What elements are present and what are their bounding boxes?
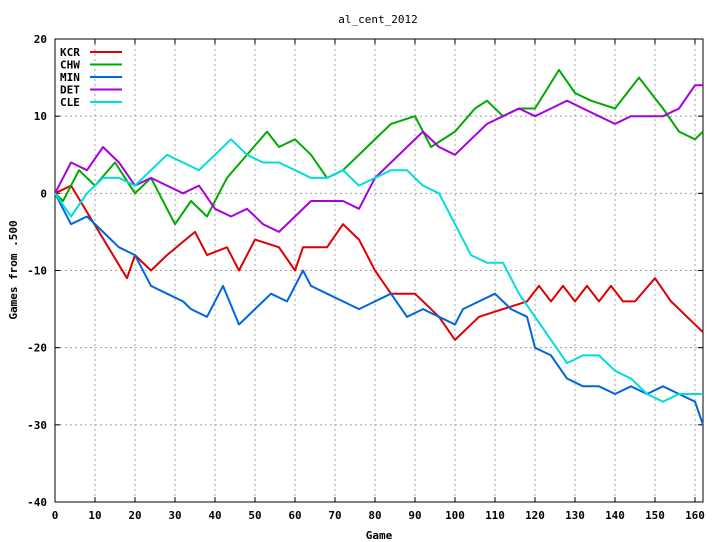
legend-label-cle: CLE xyxy=(60,96,80,109)
x-tick-label: 20 xyxy=(128,509,141,522)
x-tick-label: 10 xyxy=(88,509,101,522)
y-tick-label: 10 xyxy=(34,110,47,123)
series-line-det xyxy=(54,84,703,233)
x-tick-label: 160 xyxy=(685,509,705,522)
legend-label-det: DET xyxy=(60,84,80,97)
x-tick-label: 110 xyxy=(485,509,505,522)
x-ticks: 0 10 20 30 40 50 60 70 80 90 100 110 120 130 140 150 160 xyxy=(52,39,705,522)
y-tick-label: -40 xyxy=(27,496,47,509)
x-tick-label: 70 xyxy=(328,509,341,522)
y-ticks: 20 10 0 -10 -20 -30 -40 xyxy=(27,33,703,509)
y-tick-label: 0 xyxy=(40,187,47,200)
series-line-min xyxy=(54,192,704,426)
x-tick-label: 140 xyxy=(605,509,625,522)
x-axis-title: Game xyxy=(366,529,393,542)
x-tick-label: 30 xyxy=(168,509,181,522)
grid xyxy=(55,39,703,502)
x-tick-label: 120 xyxy=(525,509,545,522)
legend-label-kcr: KCR xyxy=(60,46,80,59)
y-axis-title: Games from .500 xyxy=(7,220,20,319)
x-tick-label: 60 xyxy=(288,509,301,522)
x-tick-label: 130 xyxy=(565,509,585,522)
y-tick-label: -30 xyxy=(27,419,47,432)
y-tick-label: -20 xyxy=(27,342,47,355)
x-tick-label: 0 xyxy=(52,509,59,522)
x-tick-label: 80 xyxy=(368,509,381,522)
series-line-chw xyxy=(54,68,704,226)
x-tick-label: 100 xyxy=(445,509,465,522)
y-tick-label: 20 xyxy=(34,33,47,46)
x-tick-label: 90 xyxy=(408,509,421,522)
series-line-kcr xyxy=(54,184,704,341)
legend-label-chw: CHW xyxy=(60,59,80,72)
x-tick-label: 150 xyxy=(645,509,665,522)
x-tick-label: 50 xyxy=(248,509,261,522)
x-tick-label: 40 xyxy=(208,509,221,522)
series-lines xyxy=(54,68,704,426)
legend-label-min: MIN xyxy=(60,71,80,84)
chart-title: al_cent_2012 xyxy=(338,13,417,26)
series-line-cle xyxy=(54,138,703,403)
y-tick-label: -10 xyxy=(27,265,47,278)
